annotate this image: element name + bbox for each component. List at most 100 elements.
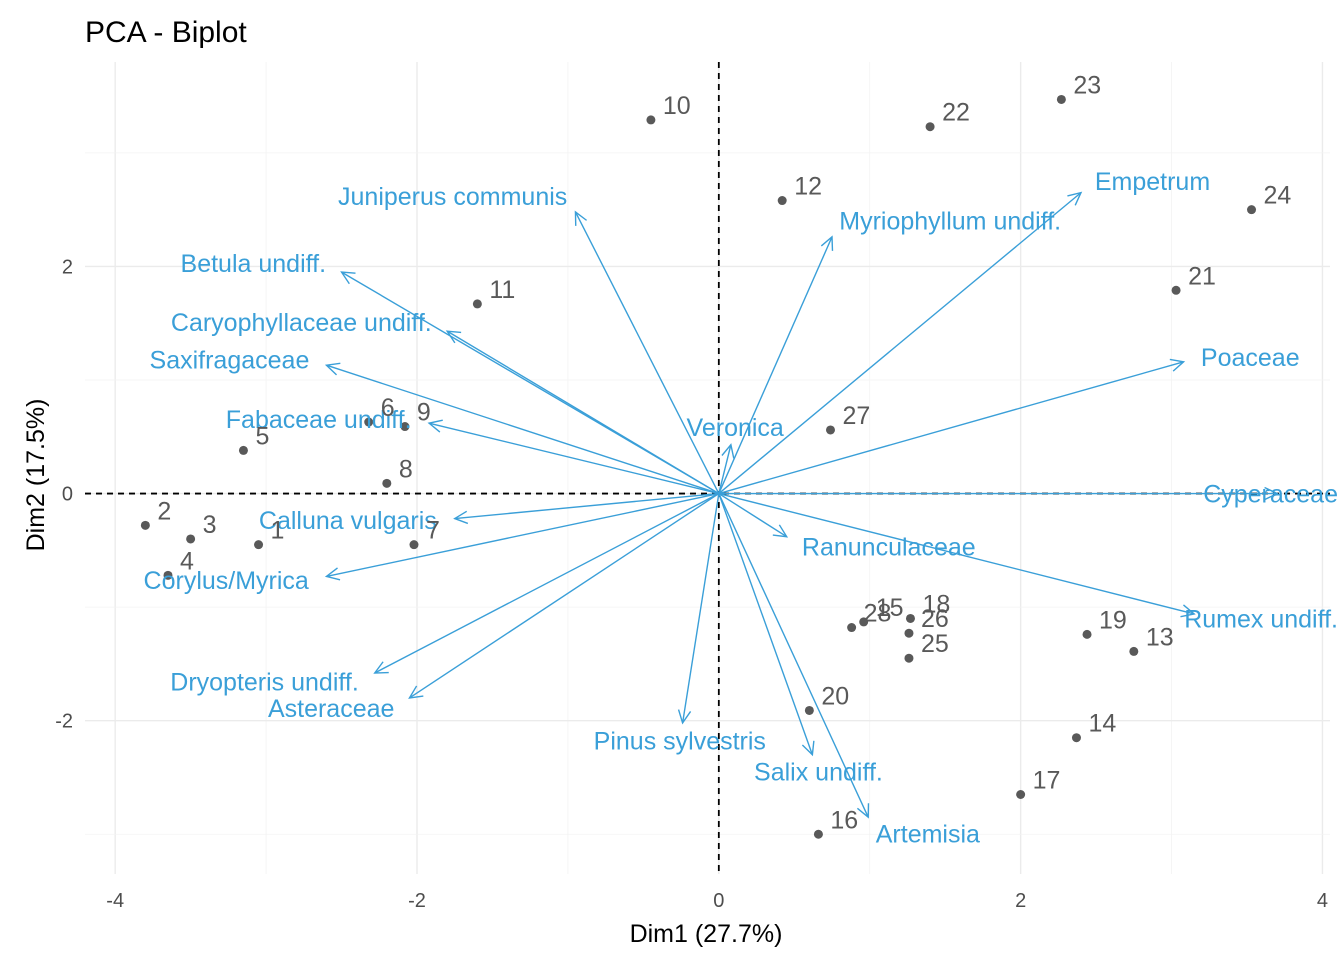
individual-label: 25 <box>921 630 949 658</box>
individual-label: 3 <box>203 511 217 539</box>
variable-label: Dryopteris undiff. <box>170 668 359 696</box>
variable-label: Ranunculaceae <box>802 533 976 561</box>
variable-arrow <box>574 211 720 494</box>
individual-point <box>186 534 196 544</box>
variable-label: Asteraceae <box>268 695 394 723</box>
individual-point <box>1129 646 1139 656</box>
individual-label: 13 <box>1146 623 1174 651</box>
variable-label: Myriophyllum undiff. <box>839 207 1061 235</box>
individual-label: 4 <box>180 547 194 575</box>
individual-label: 2 <box>157 497 171 525</box>
variable-arrowhead <box>1264 486 1279 501</box>
individual-label: 19 <box>1099 606 1127 634</box>
individual-label: 5 <box>255 422 269 450</box>
individual-point <box>904 653 914 663</box>
variable-label: Empetrum <box>1095 168 1210 196</box>
variable-label: Salix undiff. <box>754 759 883 787</box>
individual-point <box>382 478 392 488</box>
y-tick-label: -2 <box>55 711 73 733</box>
individual-label: 18 <box>922 590 950 618</box>
variable-arrowhead <box>340 271 356 285</box>
individual-point <box>813 829 823 839</box>
individual-point <box>925 122 935 132</box>
individual-point <box>364 417 374 427</box>
variable-arrow <box>718 192 1082 495</box>
individual-point <box>905 613 915 623</box>
individual-label: 23 <box>1073 71 1101 99</box>
y-axis-title: Dim2 (17.5%) <box>22 399 50 552</box>
variable-arrowhead <box>427 419 443 433</box>
variable-arrow <box>718 444 732 494</box>
axis-ticks: -4 -2 0 2 4-202 <box>55 256 1328 912</box>
variable-arrow <box>374 492 720 674</box>
individual-point <box>472 299 482 309</box>
individual-point <box>904 628 914 638</box>
individual-label: 22 <box>942 99 970 127</box>
individual-label: 21 <box>1188 262 1216 290</box>
variable-arrow <box>718 493 814 755</box>
individual-label: 8 <box>399 455 413 483</box>
individual-label: 17 <box>1033 767 1061 795</box>
individual-point <box>254 540 264 550</box>
variable-arrowhead <box>445 330 462 344</box>
individual-label: 16 <box>830 806 858 834</box>
individual-point <box>163 570 173 580</box>
individual-point <box>1171 285 1181 295</box>
individual-point <box>1056 94 1066 104</box>
variable-label: Artemisia <box>876 821 980 849</box>
individual-point <box>859 617 869 627</box>
variable-label: Juniperus communis <box>338 183 567 211</box>
individual-label: 10 <box>663 92 691 120</box>
x-tick-label: 0 <box>713 890 724 912</box>
individual-point <box>1082 629 1092 639</box>
individual-label: 20 <box>821 682 849 710</box>
variable-label: Veronica <box>687 414 784 442</box>
variable-label: Cyperaceae <box>1203 481 1338 509</box>
variable-arrowhead <box>1067 191 1083 206</box>
individual-point <box>400 422 410 432</box>
y-tick-label: 0 <box>62 484 73 506</box>
y-tick-label: 2 <box>62 256 73 278</box>
variable-arrow <box>718 492 788 538</box>
x-tick-label: 2 <box>1015 890 1026 912</box>
variable-arrowhead <box>1180 604 1196 618</box>
variable-arrowhead <box>324 362 341 376</box>
individual-label: 26 <box>921 605 949 633</box>
individual-point <box>646 115 656 125</box>
x-tick-label: -2 <box>408 890 426 912</box>
individual-labels: 12 34567891011121314151617181920212223242… <box>157 71 1291 834</box>
variable-label: Calluna vulgaris <box>259 507 437 535</box>
variable-arrow <box>428 422 719 495</box>
variable-label: Caryophyllaceae undiff. <box>171 309 432 337</box>
individual-label: 24 <box>1264 182 1292 210</box>
variable-labels: Juniperus communis Betula undiff. Caryophy… <box>144 168 1338 848</box>
variable-arrowhead <box>324 567 341 581</box>
individual-point <box>409 540 419 550</box>
variable-arrow <box>326 364 720 495</box>
variable-arrow <box>718 236 833 494</box>
individual-label: 7 <box>426 517 440 545</box>
variable-arrowhead <box>408 685 424 699</box>
chart-title: PCA - Biplot <box>85 16 247 49</box>
variable-arrowhead <box>801 740 815 757</box>
variable-arrow <box>446 330 720 495</box>
variable-label: Poaceae <box>1201 344 1300 372</box>
variable-arrowhead <box>721 443 735 459</box>
individual-point <box>777 196 787 206</box>
individual-label: 12 <box>794 173 822 201</box>
variable-arrows <box>324 191 1279 819</box>
variable-label: Saxifragaceae <box>150 347 310 375</box>
individual-point <box>804 705 814 715</box>
individual-points <box>140 94 1257 839</box>
variable-arrowhead <box>820 235 834 251</box>
variable-label: Corylus/Myrica <box>144 567 309 595</box>
variable-label: Rumex undiff. <box>1184 605 1338 633</box>
variable-arrowhead <box>677 709 692 725</box>
variable-arrow <box>326 492 719 578</box>
individual-point <box>847 623 857 633</box>
variable-arrow <box>718 492 1195 615</box>
variable-arrowhead <box>574 210 588 226</box>
individual-point <box>1016 790 1026 800</box>
individual-point <box>140 520 150 530</box>
variable-arrow <box>454 492 719 520</box>
